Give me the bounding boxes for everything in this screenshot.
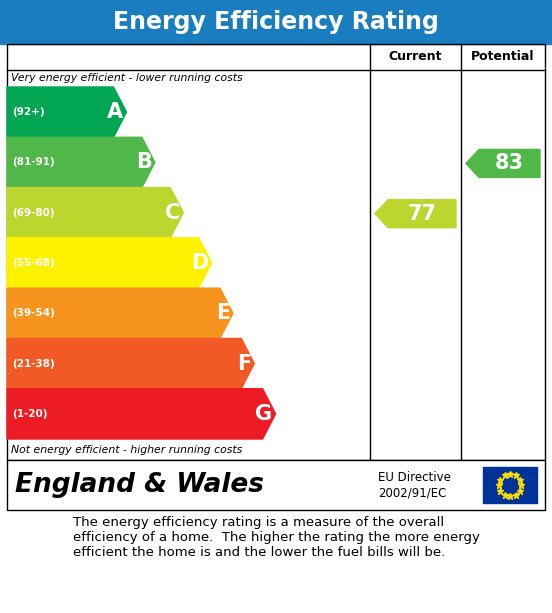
Polygon shape [375,200,456,227]
Text: C: C [165,203,181,223]
Text: England & Wales: England & Wales [15,472,264,498]
Bar [7,44,545,460]
Text: 77: 77 [407,204,437,224]
Text: Not energy efficient - higher running costs: Not energy efficient - higher running co… [11,445,242,455]
Text: (92+): (92+) [12,107,45,117]
Text: A: A [108,102,124,122]
Text: Energy Efficiency Rating: Energy Efficiency Rating [113,10,439,34]
Polygon shape [466,150,540,177]
Polygon shape [7,288,233,338]
Text: (81-91): (81-91) [12,158,55,167]
Text: B: B [136,153,152,172]
Text: (39-54): (39-54) [12,308,55,318]
Bar [7,460,545,510]
Text: (69-80): (69-80) [12,208,55,218]
Text: G: G [256,404,273,424]
Bar [0,0,552,44]
Text: The energy efficiency rating is a measure of the overall
efficiency of a home.  : The energy efficiency rating is a measur… [72,516,480,559]
Text: EU Directive
2002/91/EC: EU Directive 2002/91/EC [378,471,451,499]
Text: (55-68): (55-68) [12,258,55,268]
Text: Current: Current [389,50,442,64]
Polygon shape [7,137,155,188]
Text: E: E [216,303,230,323]
Text: Very energy efficient - lower running costs: Very energy efficient - lower running co… [11,73,243,83]
Polygon shape [7,87,126,137]
Text: (1-20): (1-20) [12,409,47,419]
Polygon shape [7,389,275,439]
Text: D: D [192,253,209,273]
Text: Potential: Potential [471,50,535,64]
Text: 83: 83 [495,153,524,173]
Text: F: F [237,354,251,373]
Polygon shape [7,188,183,238]
Polygon shape [7,238,212,288]
Text: (21-38): (21-38) [12,359,55,368]
Bar [483,467,537,503]
Polygon shape [7,338,254,389]
